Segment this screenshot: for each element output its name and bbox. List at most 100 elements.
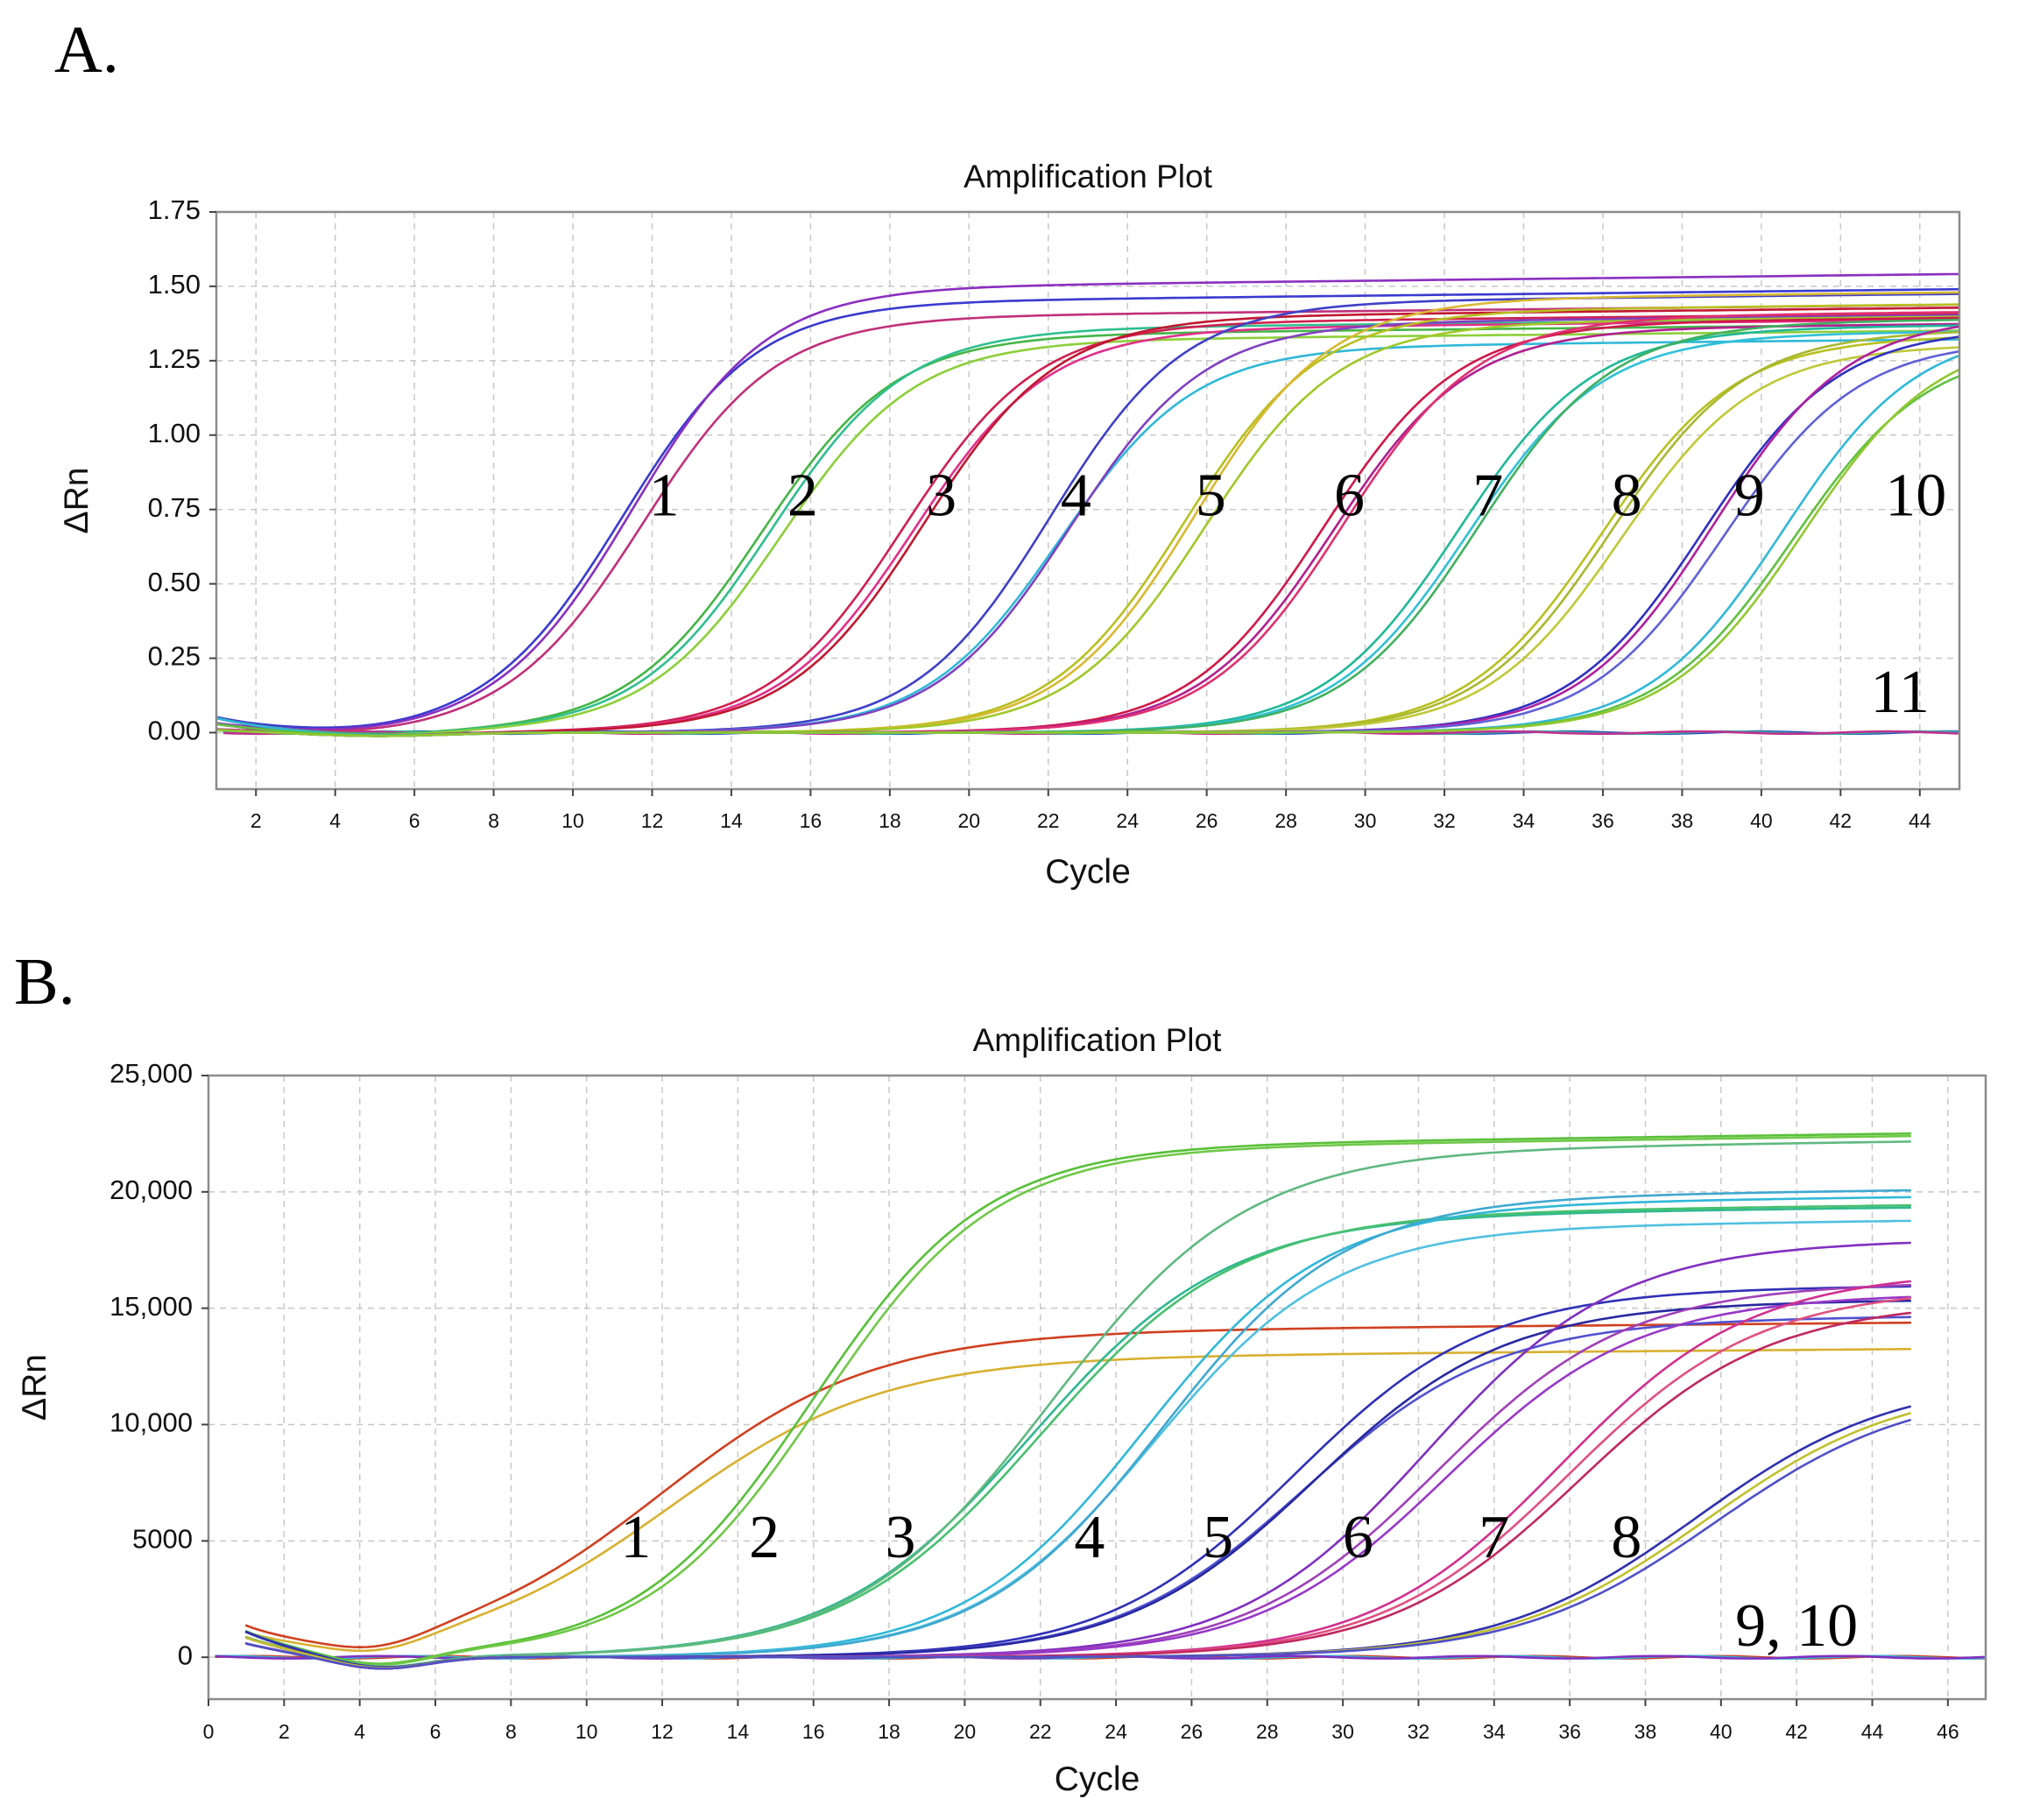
x-tick-label: 12 xyxy=(651,1720,674,1743)
x-tick-label: 14 xyxy=(720,809,743,832)
amplification-curve xyxy=(244,1299,1911,1670)
curve-number-label: 7 xyxy=(1479,1504,1509,1571)
x-tick-label: 10 xyxy=(575,1720,598,1743)
y-tick-label: 1.50 xyxy=(148,269,201,300)
x-axis-label: Cycle xyxy=(1045,853,1131,891)
x-tick-label: 16 xyxy=(802,1720,825,1743)
amplification-curve xyxy=(244,1132,1911,1665)
amplification-curve xyxy=(216,368,1959,737)
x-tick-label: 44 xyxy=(1861,1720,1884,1743)
x-tick-label: 0 xyxy=(203,1720,215,1743)
x-tick-label: 26 xyxy=(1181,1720,1204,1743)
chart-title: Amplification Plot xyxy=(973,1022,1223,1058)
x-tick-label: 2 xyxy=(251,809,262,832)
y-tick-label: 15,000 xyxy=(109,1291,193,1322)
x-tick-label: 34 xyxy=(1483,1720,1506,1743)
y-tick-label: 0.75 xyxy=(148,492,201,523)
amplification-curve xyxy=(244,1196,1911,1668)
x-tick-label: 22 xyxy=(1029,1720,1052,1743)
amplification-curve xyxy=(216,330,1959,737)
amplification-curve xyxy=(244,1283,1911,1669)
curve-number-label: 1 xyxy=(620,1504,651,1571)
x-tick-label: 26 xyxy=(1196,809,1218,832)
x-tick-label: 18 xyxy=(879,809,901,832)
curves-group xyxy=(215,1132,1986,1670)
curve-number-label: 8 xyxy=(1612,462,1642,530)
x-tick-label: 42 xyxy=(1785,1720,1808,1743)
amplification-curve xyxy=(216,335,1959,737)
curves-group xyxy=(216,272,1959,737)
x-tick-label: 44 xyxy=(1909,809,1931,832)
amplification-curve xyxy=(216,325,1959,737)
y-tick-label: 20,000 xyxy=(109,1175,193,1205)
curve-number-label: 5 xyxy=(1203,1504,1233,1571)
amplification-curve xyxy=(244,1316,1911,1669)
amplification-curve xyxy=(216,375,1959,737)
y-axis-label: ΔRn xyxy=(16,1354,53,1421)
amplification-curve xyxy=(216,322,1959,735)
x-tick-label: 16 xyxy=(800,809,822,832)
x-tick-label: 8 xyxy=(505,1720,517,1743)
x-tick-label: 42 xyxy=(1830,809,1853,832)
plot-frame xyxy=(207,1074,1987,1701)
y-axis-label: ΔRn xyxy=(58,468,95,534)
curve-number-label: 11 xyxy=(1870,659,1929,726)
amplification-curve xyxy=(244,1348,1911,1653)
x-axis-label: Cycle xyxy=(1055,1760,1140,1798)
x-tick-label: 30 xyxy=(1354,809,1377,832)
y-tick-label: 5000 xyxy=(132,1524,193,1555)
x-tick-label: 22 xyxy=(1037,809,1060,832)
amplification-curve xyxy=(244,1134,1911,1666)
amplification-curve xyxy=(216,346,1959,737)
x-tick-label: 24 xyxy=(1105,1720,1127,1743)
x-tick-label: 40 xyxy=(1710,1720,1733,1743)
x-tick-label: 18 xyxy=(878,1720,900,1743)
plot-frame xyxy=(215,210,1961,791)
y-tick-label: 10,000 xyxy=(109,1407,193,1438)
y-tick-label: 1.75 xyxy=(148,194,201,225)
amplification-curve xyxy=(244,1419,1911,1670)
x-tick-label: 6 xyxy=(430,1720,441,1743)
curve-number-label: 6 xyxy=(1334,462,1365,530)
x-tick-label: 40 xyxy=(1750,809,1773,832)
amplification-curve xyxy=(244,1140,1911,1669)
x-tick-label: 6 xyxy=(409,809,420,832)
x-tick-label: 32 xyxy=(1433,809,1456,832)
panel-a-letter: A. xyxy=(54,13,119,87)
y-tick-label: 1.00 xyxy=(148,418,201,448)
x-tick-label: 10 xyxy=(561,809,584,832)
amplification-curve xyxy=(216,349,1959,737)
amplification-curve xyxy=(244,1297,1911,1669)
x-tick-label: 4 xyxy=(354,1720,365,1743)
x-tick-label: 24 xyxy=(1116,809,1139,832)
amplification-curve xyxy=(216,287,1959,729)
amplification-curve xyxy=(216,330,1959,737)
x-tick-label: 2 xyxy=(279,1720,290,1743)
x-tick-label: 28 xyxy=(1256,1720,1279,1743)
x-tick-label: 36 xyxy=(1592,809,1614,832)
chart-title: Amplification Plot xyxy=(964,159,1213,194)
y-tick-label: 0.25 xyxy=(148,641,201,672)
x-tick-label: 8 xyxy=(488,809,499,832)
y-tick-label: 25,000 xyxy=(109,1058,193,1089)
x-tick-label: 46 xyxy=(1937,1720,1959,1743)
amplification-curve xyxy=(244,1189,1911,1670)
x-tick-label: 20 xyxy=(958,809,981,832)
curve-number-label: 8 xyxy=(1611,1504,1641,1571)
y-tick-label: 0.50 xyxy=(148,567,201,597)
curve-number-label: 4 xyxy=(1061,462,1091,530)
curve-number-label: 2 xyxy=(787,462,818,530)
y-tick-label: 0 xyxy=(178,1640,193,1670)
amplification-curve xyxy=(216,336,1959,737)
x-tick-label: 38 xyxy=(1671,809,1694,832)
amplification-curve xyxy=(216,329,1959,737)
x-tick-label: 28 xyxy=(1274,809,1297,832)
amplification-curve xyxy=(216,322,1959,737)
panel-b-letter: B. xyxy=(14,945,75,1019)
curve-number-label: 3 xyxy=(926,462,956,530)
curve-number-label: 9, 10 xyxy=(1735,1592,1858,1660)
y-tick-label: 1.25 xyxy=(148,343,201,374)
